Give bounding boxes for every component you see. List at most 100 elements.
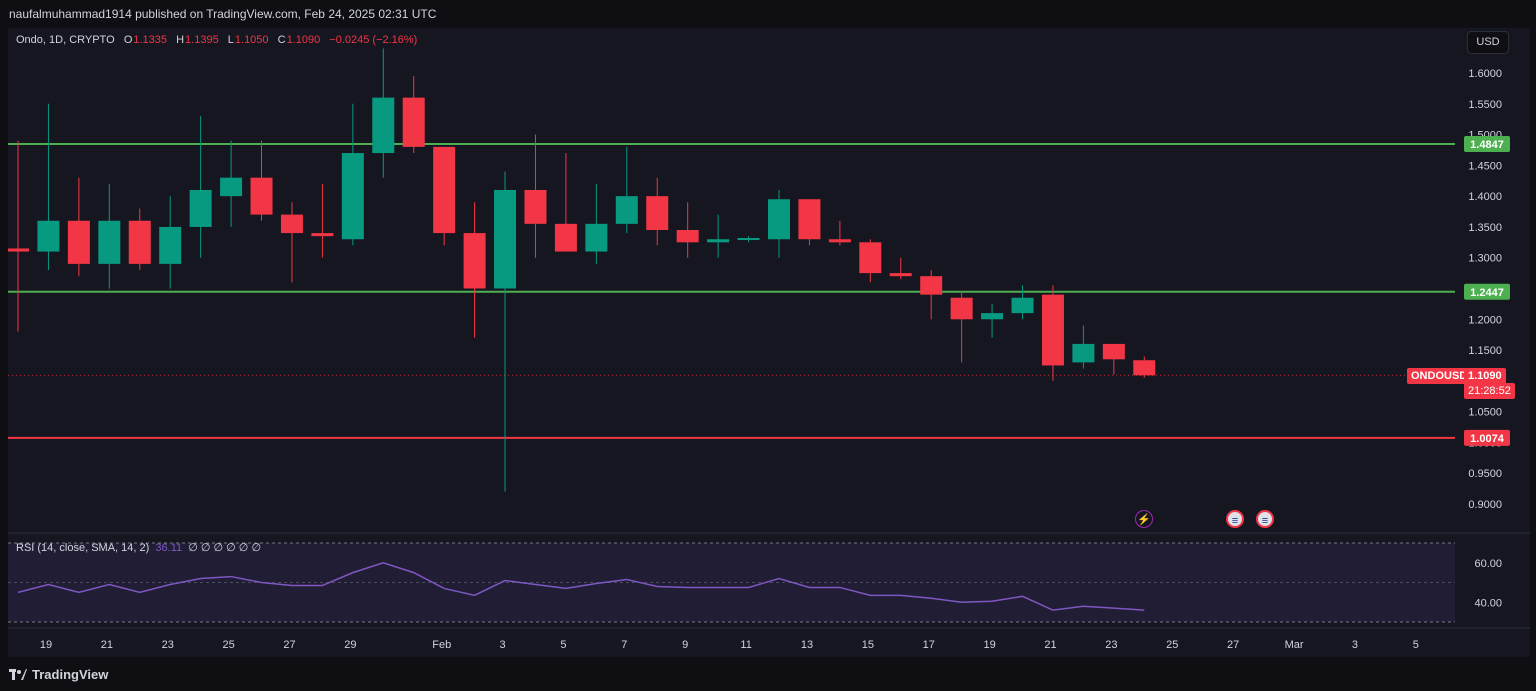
candle-body[interactable] [768,199,790,240]
level-price-label: 1.2447 [1470,287,1504,299]
candle-body[interactable] [189,189,212,227]
candle-body[interactable] [950,297,973,320]
candle-body[interactable] [920,276,943,295]
price-axis-bg[interactable] [1455,28,1530,657]
price-tick-label: 0.9500 [1468,468,1502,480]
candle-body[interactable] [67,220,90,264]
currency-button[interactable]: USD [1467,31,1509,54]
time-tick-label: 23 [162,639,174,651]
candle-body[interactable] [220,177,243,197]
time-tick-label: 5 [1413,639,1419,651]
level-price-label: 1.4847 [1470,139,1504,151]
candle-body[interactable] [798,199,821,240]
rsi-tick-label: 40.00 [1474,597,1502,609]
candle-body[interactable] [707,239,730,243]
time-tick-label: 21 [101,639,113,651]
low-value: 1.1050 [234,34,269,46]
candle-body[interactable] [37,220,60,252]
candle-body[interactable] [1133,360,1156,376]
time-tick-label: 13 [801,639,813,651]
level-price-tag [1464,135,1510,152]
time-tick-label: 27 [283,639,295,651]
time-tick-label: 17 [923,639,935,651]
high-label: H [176,34,185,46]
time-tick-label: 29 [344,639,356,651]
countdown-tag: 21:28:52 [1464,383,1515,399]
candle-body[interactable] [250,177,273,215]
us-flag-icon[interactable]: ≡ [1226,510,1244,528]
level-price-label: 1.0074 [1470,433,1505,445]
price-tick-label: 1.5500 [1468,99,1502,111]
candle-body[interactable] [859,242,882,274]
symbol-price-tag: ONDOUSD [1407,368,1472,384]
chart-svg[interactable]: 1.60001.55001.50001.45001.40001.35001.30… [8,28,1530,657]
candle-body[interactable] [828,239,851,243]
candle-body[interactable] [402,97,425,147]
time-tick-label: Mar [1285,639,1304,651]
candle-body[interactable] [8,248,29,252]
candle-body[interactable] [159,226,182,264]
price-tick-label: 1.4500 [1468,160,1502,172]
lightning-icon[interactable]: ⚡ [1135,510,1153,528]
time-tick-label: 3 [1352,639,1358,651]
level-price-tag [1464,283,1510,300]
candle-body[interactable] [280,214,303,234]
rsi-value: 36.11 [155,542,183,554]
time-tick-label: 7 [621,639,627,651]
candle-body[interactable] [1102,343,1125,360]
candle-body[interactable] [615,196,638,224]
candle-body[interactable] [1072,343,1095,363]
candle-body[interactable] [311,233,334,237]
last-price-tag: 1.1090 [1464,368,1506,384]
candle-body[interactable] [433,146,456,234]
price-tick-label: 1.0500 [1468,407,1502,419]
chart-area[interactable]: 1.6000 1.5500 1.5000 1.4500 1.4000 1.3500 1.30… [8,28,1530,657]
time-tick-label: 9 [682,639,688,651]
price-tick-label: 1.3500 [1468,222,1502,234]
change-value: −0.0245 (−2.16%) [329,34,418,46]
candle-body[interactable] [372,97,395,154]
time-tick-label: Feb [432,639,451,651]
price-tick-label: 1.2000 [1468,314,1502,326]
candle-body[interactable] [463,233,486,289]
candle-body[interactable] [1041,294,1064,366]
rsi-label[interactable]: RSI (14, close, SMA, 14, 2) [16,542,150,554]
time-tick-label: 3 [500,639,506,651]
top-bar: naufalmuhammad1914 published on TradingV… [0,0,1536,28]
candle-body[interactable] [554,223,577,252]
candle-body[interactable] [1011,297,1034,314]
candle-body[interactable] [524,189,547,224]
time-tick-label: 21 [1044,639,1056,651]
candle-body[interactable] [128,220,151,264]
high-value: 1.1395 [185,34,219,46]
time-tick-label: 5 [560,639,566,651]
rsi-line[interactable] [17,561,1145,611]
symbol-info[interactable]: Ondo, 1D, CRYPTO [16,34,115,46]
candle-body[interactable] [341,153,364,240]
candle-body[interactable] [889,273,912,277]
time-tick-label: 19 [40,639,52,651]
time-tick-label: 23 [1105,639,1117,651]
time-tick-label: 27 [1227,639,1239,651]
low-label: L [227,34,234,46]
price-tick-label: 1.4000 [1468,191,1502,203]
close-value: 1.1090 [286,34,321,46]
close-label: C [277,34,286,46]
price-tick-label: 1.1500 [1468,345,1502,357]
us-flag-icon[interactable]: ≡ [1256,510,1274,528]
level-price-tag [1464,429,1510,446]
candle-body[interactable] [676,230,699,243]
rsi-legend: RSI (14, close, SMA, 14, 2) 36.11 ∅ ∅ ∅ … [16,541,261,554]
price-tick-label: 0.9000 [1468,499,1502,511]
tradingview-logo[interactable]: TradingView [9,667,108,682]
price-tick-label: 1.6000 [1468,68,1502,80]
candle-body[interactable] [585,223,608,252]
candle-body[interactable] [737,238,760,241]
candle-body[interactable] [98,220,121,264]
candle-body[interactable] [646,196,669,231]
publish-info: naufalmuhammad1914 published on TradingV… [9,7,437,21]
ohlc-legend: Ondo, 1D, CRYPTO O1.1335 H1.1395 L1.1050… [16,34,417,46]
time-tick-label: 11 [740,639,751,651]
candle-body[interactable] [981,313,1004,320]
candle-body[interactable] [494,189,517,289]
